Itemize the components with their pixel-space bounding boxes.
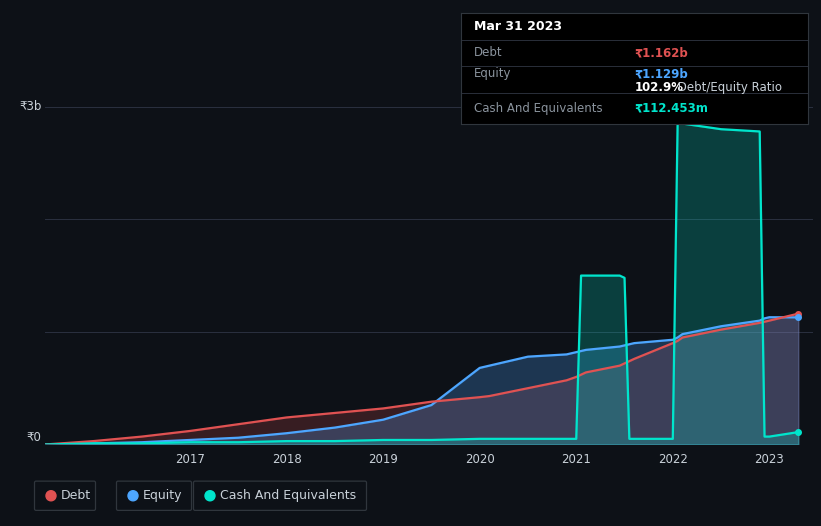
Text: Mar 31 2023: Mar 31 2023 — [474, 20, 562, 33]
Circle shape — [205, 491, 215, 501]
Text: Equity: Equity — [143, 489, 182, 502]
Text: 102.9%: 102.9% — [635, 80, 684, 94]
Text: ₹0: ₹0 — [26, 431, 41, 444]
Circle shape — [46, 491, 56, 501]
Text: Debt: Debt — [474, 46, 502, 59]
Text: Cash And Equivalents: Cash And Equivalents — [474, 102, 602, 115]
Circle shape — [128, 491, 138, 501]
Text: Cash And Equivalents: Cash And Equivalents — [220, 489, 356, 502]
FancyBboxPatch shape — [194, 481, 366, 510]
Text: ₹112.453m: ₹112.453m — [635, 102, 709, 115]
Text: Debt: Debt — [61, 489, 91, 502]
Text: ₹3b: ₹3b — [19, 100, 41, 113]
Text: ₹1.129b: ₹1.129b — [635, 67, 688, 80]
Text: Equity: Equity — [474, 67, 511, 80]
Text: ₹1.162b: ₹1.162b — [635, 46, 688, 59]
FancyBboxPatch shape — [34, 481, 95, 510]
Text: Debt/Equity Ratio: Debt/Equity Ratio — [675, 80, 782, 94]
FancyBboxPatch shape — [117, 481, 191, 510]
